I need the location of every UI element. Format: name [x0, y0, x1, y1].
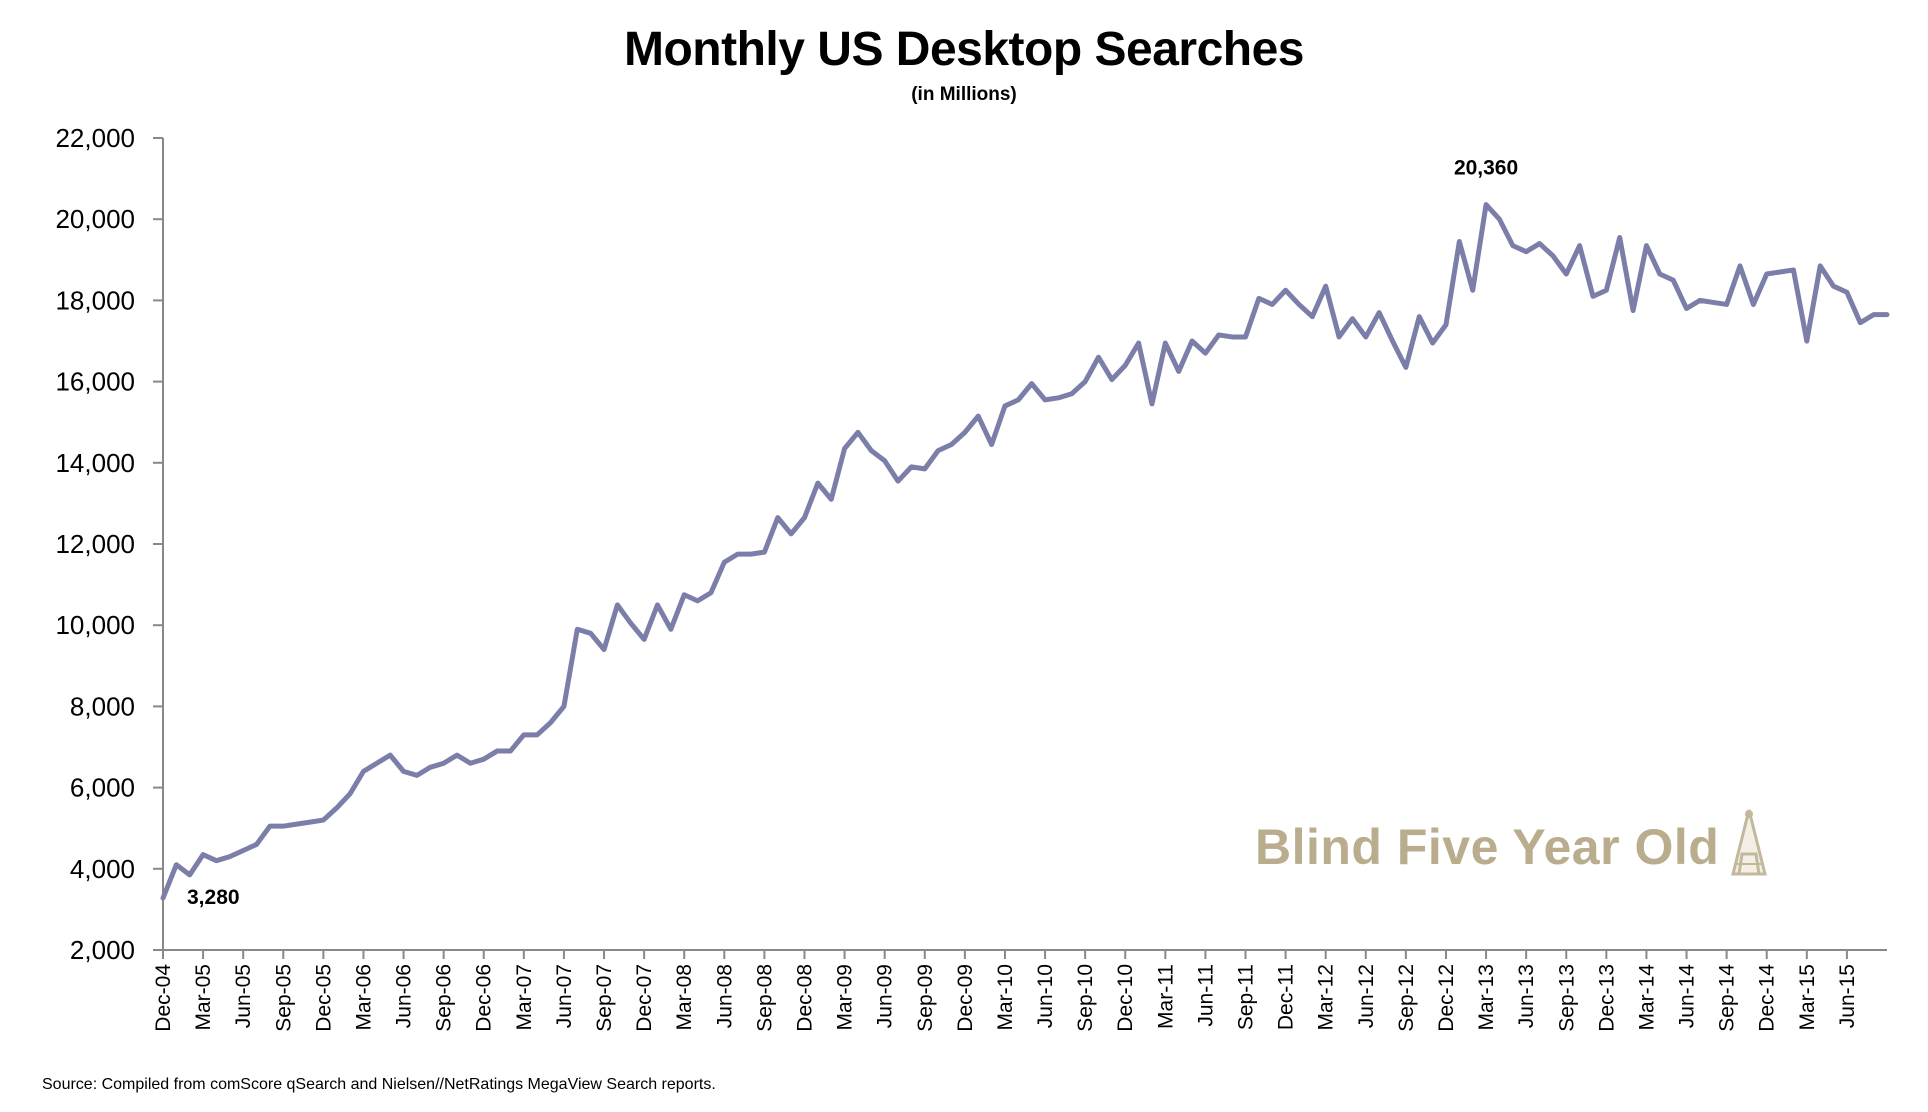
x-axis: Dec-04 Mar-05 Jun-05 Sep-05 Dec-05 Mar-06 Jun-… [152, 949, 1887, 1032]
x-tick-label: Sep-10 [1074, 964, 1097, 1032]
dunce-cap-icon [1727, 808, 1771, 885]
watermark-logo: Blind Five Year Old [1255, 808, 1771, 885]
x-tick-label: Jun-07 [553, 964, 576, 1028]
x-tick-label: Dec-11 [1275, 964, 1298, 1030]
x-tick-label: Jun-09 [874, 964, 897, 1028]
x-tick-label: Jun-13 [1515, 964, 1538, 1028]
y-tick-label: 18,000 [55, 285, 135, 315]
x-tick-label: Jun-15 [1836, 964, 1859, 1028]
x-tick-label: Dec-08 [793, 964, 816, 1032]
x-tick-label: Dec-07 [633, 964, 656, 1032]
x-tick-label: Sep-05 [272, 964, 295, 1032]
y-tick-label: 2,000 [70, 935, 135, 965]
annotation-layer: 3,280 20,360 [187, 157, 1518, 909]
x-tick-label: Mar-13 [1475, 964, 1498, 1031]
chart-title: Monthly US Desktop Searches [623, 23, 1305, 76]
y-tick-label: 4,000 [70, 854, 135, 884]
x-tick-label: Sep-09 [914, 964, 937, 1032]
x-tick-label: Mar-09 [834, 964, 857, 1031]
x-tick-label: Mar-14 [1635, 964, 1658, 1031]
x-tick-label: Dec-12 [1435, 964, 1458, 1032]
x-tick-label: Dec-09 [954, 964, 977, 1032]
x-tick-label: Mar-08 [673, 964, 696, 1031]
watermark-text: Blind Five Year Old [1255, 818, 1720, 875]
x-tick-label: Sep-08 [753, 964, 776, 1032]
y-tick-label: 12,000 [55, 529, 135, 559]
x-tick-label: Dec-14 [1756, 964, 1779, 1032]
y-tick-label: 22,000 [55, 123, 135, 153]
y-axis: 2,000 4,000 6,000 8,000 10,000 12,000 14,000 16… [55, 123, 164, 965]
x-tick-label: Sep-06 [433, 964, 456, 1032]
x-tick-label: Dec-06 [473, 964, 496, 1032]
x-tick-label: Dec-10 [1114, 964, 1137, 1032]
data-label: 3,280 [187, 886, 240, 909]
y-tick-label: 20,000 [55, 204, 135, 234]
x-tick-label: Sep-14 [1716, 964, 1739, 1032]
x-tick-label: Dec-05 [312, 964, 335, 1032]
chart-subtitle: (in Millions) [911, 84, 1017, 105]
x-tick-label: Mar-11 [1154, 964, 1177, 1029]
y-tick-label: 10,000 [55, 610, 135, 640]
y-tick-label: 8,000 [70, 691, 135, 721]
x-tick-label: Sep-12 [1395, 964, 1418, 1032]
series-line [160, 202, 1890, 901]
x-tick-label: Mar-15 [1796, 964, 1819, 1031]
y-tick-label: 16,000 [55, 367, 135, 397]
x-tick-label: Dec-04 [152, 964, 175, 1032]
x-tick-label: Jun-12 [1355, 964, 1378, 1028]
x-tick-label: Jun-14 [1676, 964, 1699, 1029]
x-tick-label: Sep-13 [1555, 964, 1578, 1032]
y-tick-label: 14,000 [55, 448, 135, 478]
x-tick-label: Mar-07 [513, 964, 536, 1031]
x-tick-label: Jun-10 [1034, 964, 1057, 1028]
x-tick-label: Dec-13 [1595, 964, 1618, 1032]
x-tick-label: Jun-08 [713, 964, 736, 1028]
x-tick-label: Sep-07 [593, 964, 616, 1032]
source-note: Source: Compiled from comScore qSearch a… [42, 1076, 716, 1093]
x-tick-label: Mar-05 [192, 964, 215, 1031]
x-tick-label: Jun-05 [232, 964, 255, 1028]
x-tick-label: Mar-10 [994, 964, 1017, 1031]
x-tick-label: Jun-11 [1194, 964, 1217, 1027]
x-tick-label: Sep-11 [1235, 964, 1258, 1030]
y-tick-label: 6,000 [70, 773, 135, 803]
x-tick-label: Jun-06 [393, 964, 416, 1028]
x-tick-label: Mar-06 [352, 964, 375, 1031]
series-layer [160, 202, 1890, 901]
data-label: 20,360 [1454, 157, 1518, 180]
x-tick-label: Mar-12 [1315, 964, 1338, 1031]
